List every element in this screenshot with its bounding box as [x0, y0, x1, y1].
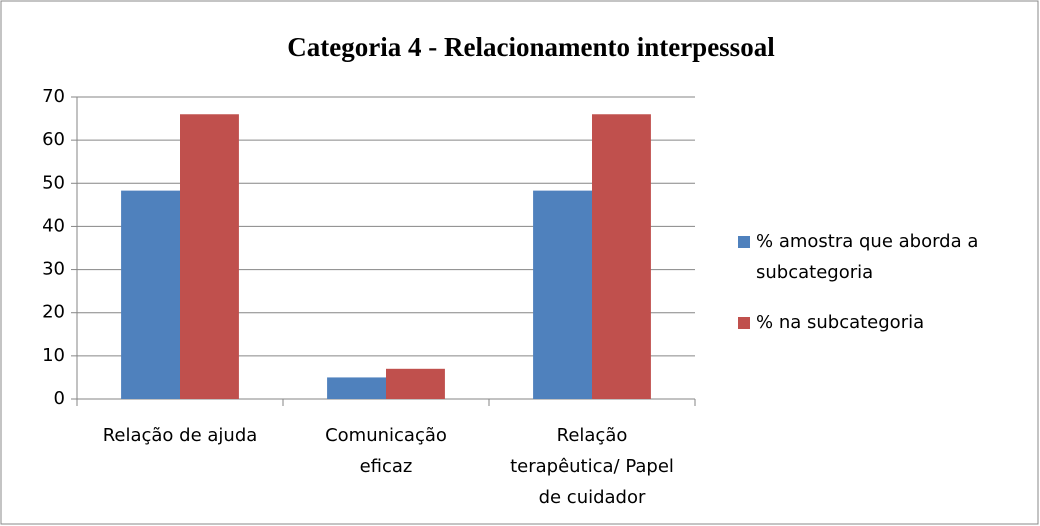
x-tick-label: Relação terapêutica/ Papel de cuidador — [510, 425, 674, 508]
y-tick-label: 20 — [42, 302, 65, 323]
x-tick-label: Relação de ajuda — [103, 425, 258, 446]
y-tick-label: 30 — [42, 259, 65, 280]
legend-swatch — [738, 236, 750, 248]
y-tick-label: 10 — [42, 345, 65, 366]
bar — [121, 190, 180, 399]
bar — [386, 368, 445, 399]
y-tick-label: 70 — [42, 86, 65, 107]
x-tick-label: Comunicação eficaz — [325, 425, 447, 477]
y-tick-label: 50 — [42, 172, 65, 193]
y-tick-label: 40 — [42, 215, 65, 236]
legend-swatch — [738, 317, 750, 329]
bar — [180, 114, 239, 399]
legend-label: % na subcategoria — [756, 312, 924, 333]
bar — [592, 114, 651, 399]
y-tick-label: 60 — [42, 129, 65, 150]
chart-title: Categoria 4 - Relacionamento interpessoa… — [287, 32, 775, 62]
y-tick-label: 0 — [54, 388, 65, 409]
bar — [327, 377, 386, 399]
bar — [533, 190, 592, 399]
legend-label: % amostra que aborda a subcategoria — [756, 231, 978, 283]
